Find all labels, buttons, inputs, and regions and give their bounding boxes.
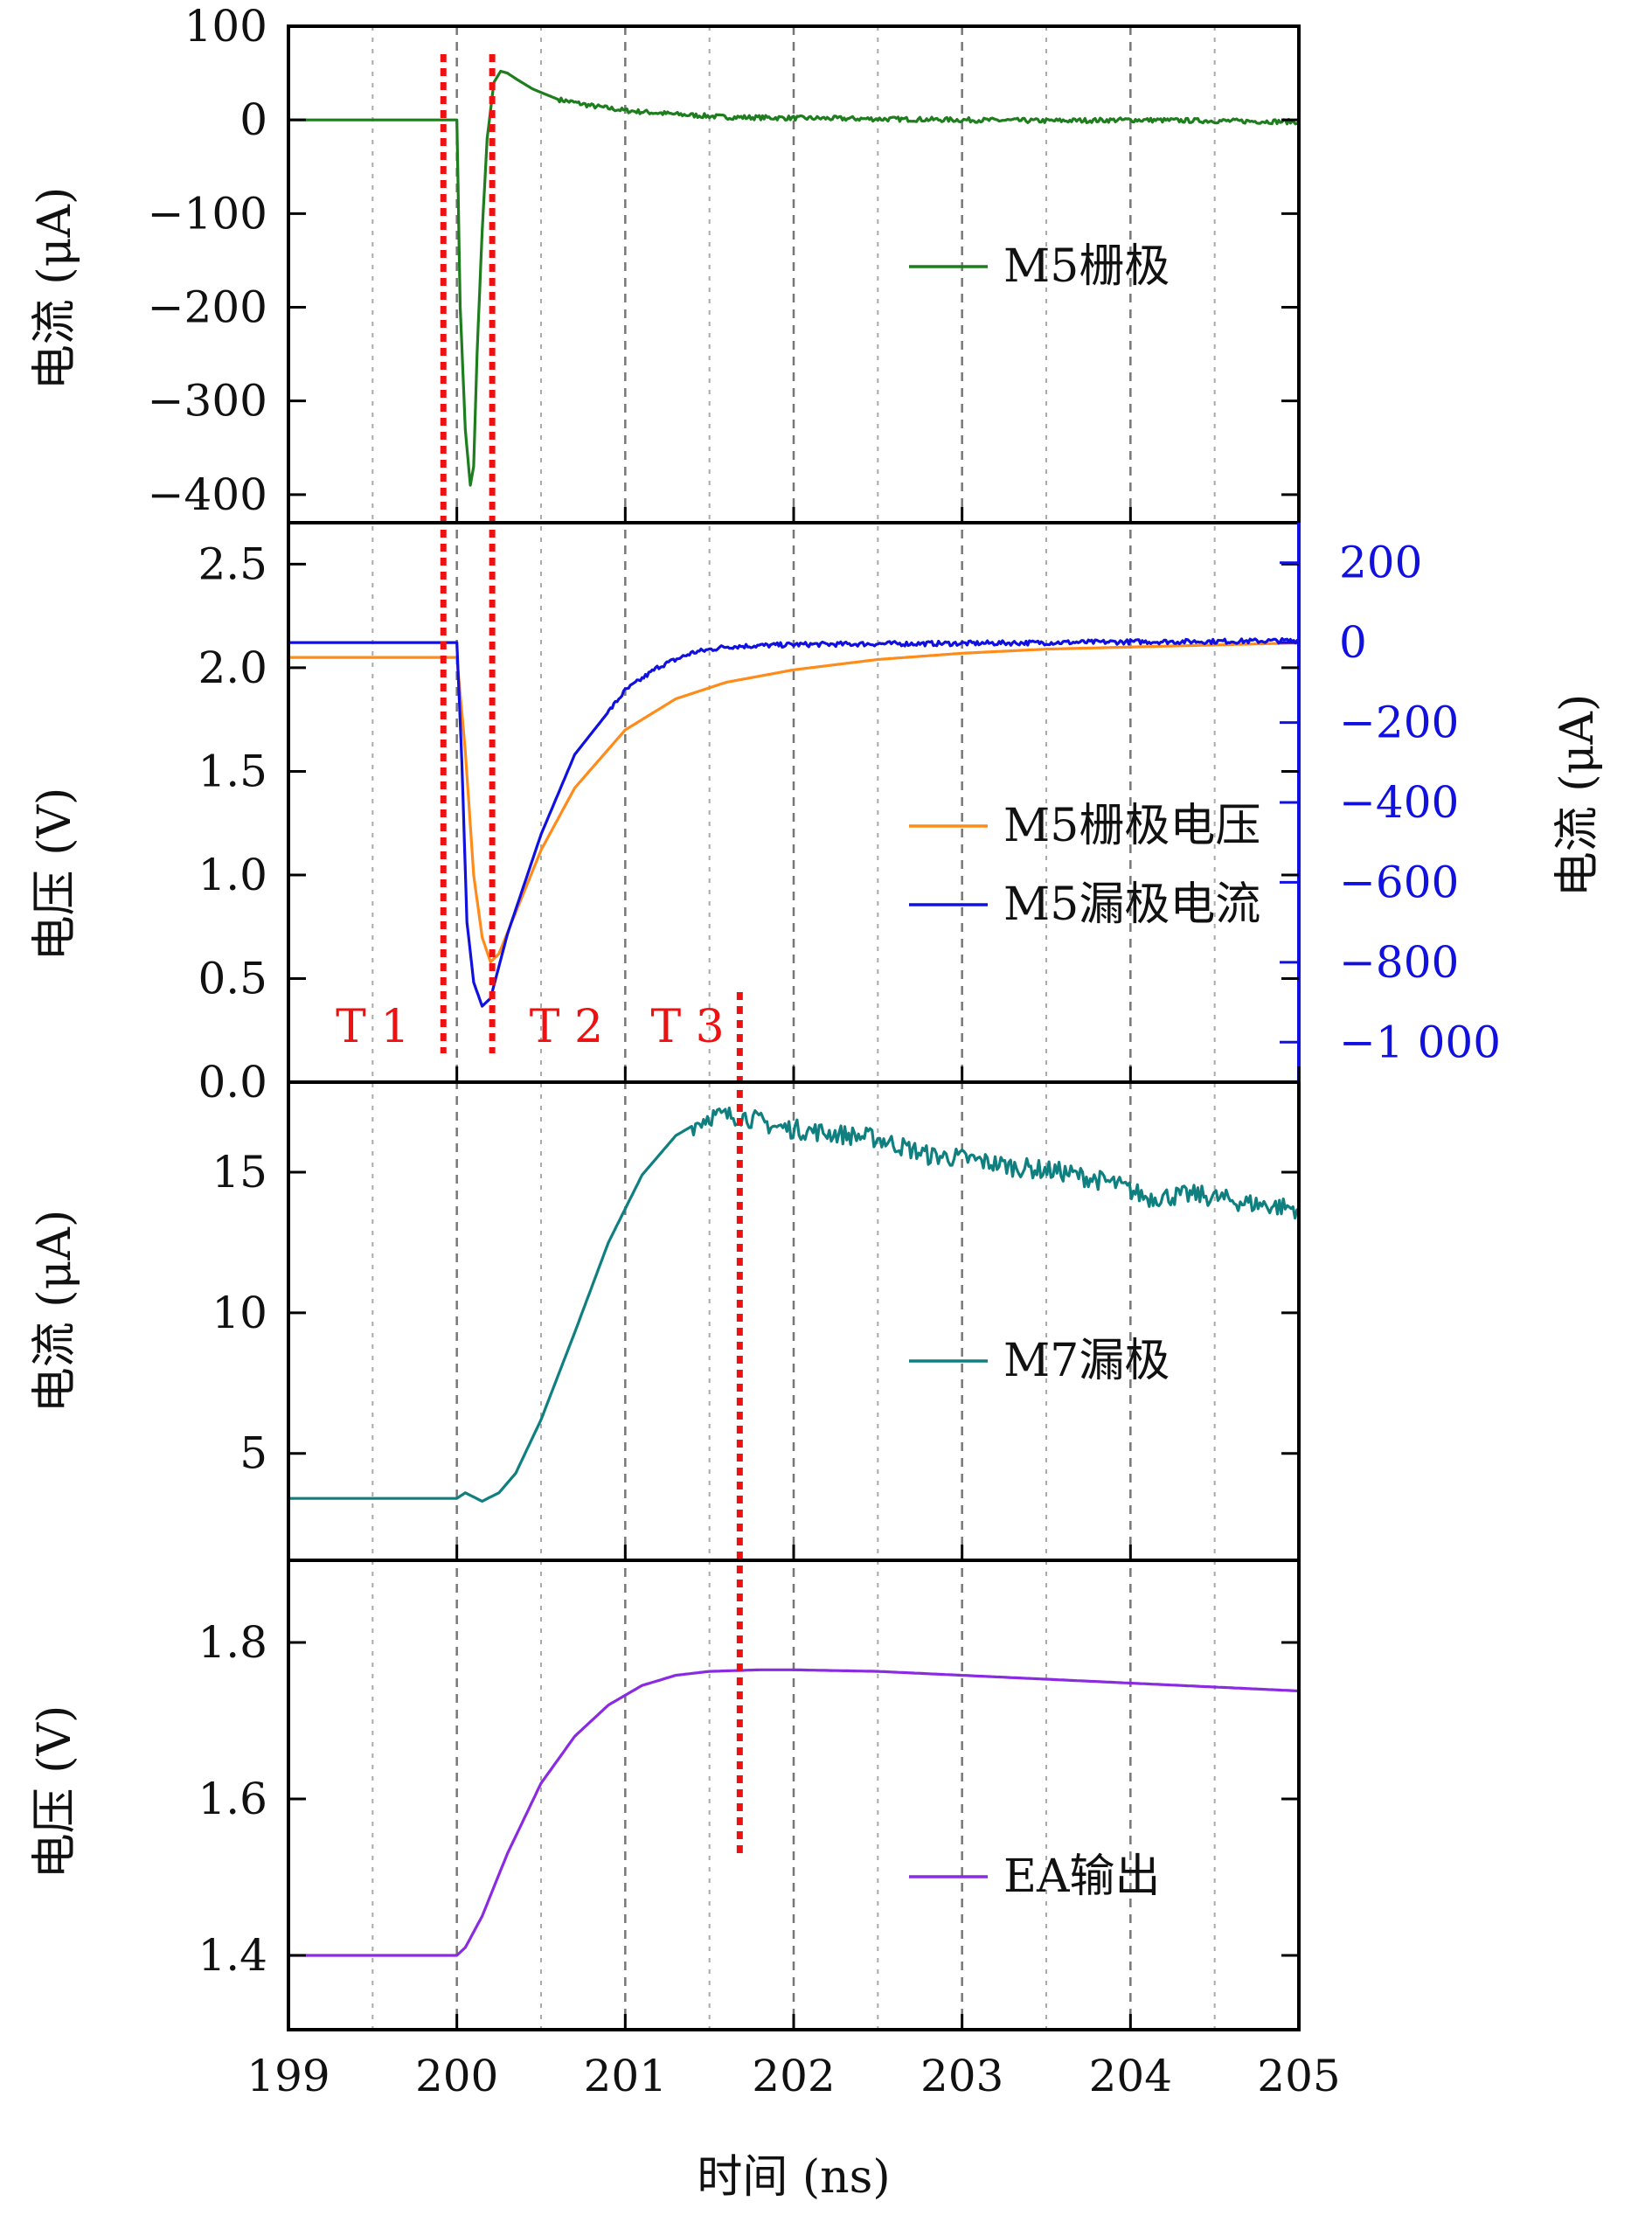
panel-0-ytick-label-3: −200 xyxy=(148,282,267,333)
xtick-label-0: 199 xyxy=(246,2051,330,2101)
panel-1-legend-label-1: M5漏极电流 xyxy=(1003,878,1260,931)
panel-0-ytick-label-5: −400 xyxy=(148,469,267,520)
panel-0-ytick-label-2: −100 xyxy=(148,188,267,239)
panel-3-y-axis-title: 电压 (V) xyxy=(29,1705,81,1879)
marker-layer: T 1 T 2 T 3 xyxy=(336,54,743,1857)
panel-1-ytick-label-5: 2.5 xyxy=(198,538,267,589)
panel-2-ytick-label-0: 5 xyxy=(239,1428,267,1479)
panel-2-ytick-label-2: 15 xyxy=(212,1147,267,1198)
panel-1-y2tick-label-2: −200 xyxy=(1339,698,1459,748)
panel-1-y2-axis-title: 电流 (μA) xyxy=(1551,694,1604,897)
panel-1-legend-label-0: M5栅极电压 xyxy=(1003,800,1260,852)
xtick-label-6: 205 xyxy=(1257,2051,1340,2101)
xtick-label-1: 200 xyxy=(415,2051,498,2101)
panel-2-series-0-line xyxy=(288,1106,1300,1503)
panel-1-y2tick-label-4: −600 xyxy=(1339,857,1459,907)
marker-label-2: T 3 xyxy=(650,1001,724,1053)
panel-1-series-1-line xyxy=(288,636,1300,1008)
panel-0-series-0-line xyxy=(288,69,1301,487)
x-axis-title: 时间 (ns) xyxy=(697,2151,890,2204)
panel-1-y2tick-label-1: 0 xyxy=(1339,617,1367,668)
panel-3-ytick-label-2: 1.8 xyxy=(198,1617,267,1668)
xtick-label-2: 201 xyxy=(584,2051,667,2101)
panel-1-y2tick-label-0: 200 xyxy=(1339,538,1422,588)
panel-0-ytick-label-4: −300 xyxy=(148,376,267,427)
marker-label-0: T 1 xyxy=(336,1001,409,1053)
panel-1-ytick-label-3: 1.5 xyxy=(198,746,267,796)
series-layer xyxy=(288,69,1301,1957)
panel-3-legend-label-0: EA输出 xyxy=(1003,1851,1161,1903)
xtick-label-4: 203 xyxy=(920,2051,1003,2101)
panel-0-ytick-label-0: 100 xyxy=(184,1,267,52)
panel-1-y-axis-title: 电压 (V) xyxy=(29,788,81,962)
marker-label-1: T 2 xyxy=(530,1001,603,1053)
panel-1-ytick-label-1: 0.5 xyxy=(198,953,267,1003)
panel-1-y2tick-label-3: −400 xyxy=(1339,777,1459,828)
xtick-label-3: 202 xyxy=(752,2051,835,2101)
xtick-label-5: 204 xyxy=(1089,2051,1172,2101)
panel-1-y2tick-label-5: −800 xyxy=(1339,937,1459,988)
panel-1-ytick-label-2: 1.0 xyxy=(198,850,267,900)
panel-0-y-axis-title: 电流 (μA) xyxy=(29,187,81,390)
panel-2-ytick-label-1: 10 xyxy=(212,1288,267,1338)
panel-3-ytick-label-1: 1.6 xyxy=(198,1774,267,1824)
panel-3-ytick-label-0: 1.4 xyxy=(198,1930,267,1981)
panel-2-y-axis-title: 电流 (μA) xyxy=(29,1210,81,1413)
panel-0-ytick-label-1: 0 xyxy=(239,94,267,145)
panel-2-legend-label-0: M7漏极 xyxy=(1003,1335,1170,1387)
panel-1-y2tick-label-6: −1 000 xyxy=(1339,1017,1501,1067)
grid-layer xyxy=(371,26,1216,2030)
panel-0-legend-label-0: M5栅极 xyxy=(1003,240,1170,293)
legend-layer: M5栅极 M5栅极电压 M5漏极电流 M7漏极 EA输出 xyxy=(909,240,1260,1903)
panel-1-ytick-label-4: 2.0 xyxy=(198,642,267,693)
panel-1-ytick-label-0: 0.0 xyxy=(198,1057,267,1108)
panel-3-series-0-line xyxy=(288,1668,1300,1957)
